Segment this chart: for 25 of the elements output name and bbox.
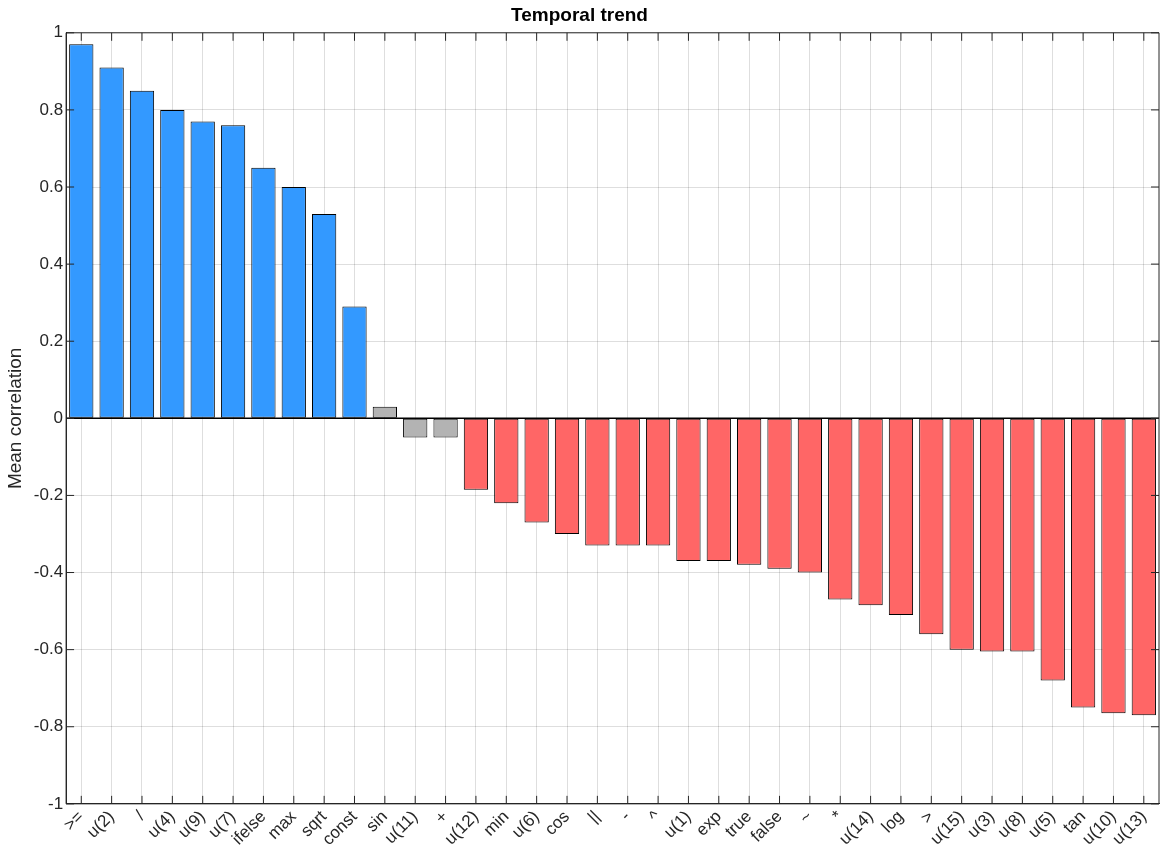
y-tick-label: 0.2 bbox=[39, 330, 64, 350]
y-tick-label: -1 bbox=[47, 793, 64, 813]
y-tick-label: -0.2 bbox=[33, 485, 64, 505]
x-tick-label: ~ bbox=[795, 806, 817, 828]
x-tick-label: log bbox=[877, 806, 908, 837]
x-tick-label: min bbox=[479, 806, 513, 840]
y-tick-label: -0.8 bbox=[33, 716, 64, 736]
x-tick-label: + bbox=[431, 806, 452, 828]
x-tick-label: * bbox=[828, 806, 847, 825]
x-tick-label: || bbox=[583, 806, 604, 827]
x-tick-label: u(2) bbox=[82, 806, 118, 842]
x-tick-label: sin bbox=[362, 806, 391, 836]
y-tick-label: -0.6 bbox=[33, 639, 64, 659]
y-tick-label: 0.4 bbox=[39, 253, 64, 273]
y-tick-label: -0.4 bbox=[33, 562, 64, 582]
y-tick-label: 0.8 bbox=[39, 99, 64, 119]
y-tick-label: 1 bbox=[53, 22, 64, 42]
chart-title: Temporal trend bbox=[511, 3, 648, 25]
x-tick-label: cos bbox=[541, 806, 574, 839]
y-axis-title: Mean correlation bbox=[3, 347, 25, 490]
x-tick-label: > bbox=[916, 806, 938, 828]
x-tick-label: - bbox=[616, 806, 634, 825]
y-tick-label: 0.6 bbox=[39, 176, 64, 196]
y-tick-label: 0 bbox=[53, 408, 64, 428]
x-tick-label: exp bbox=[692, 806, 725, 840]
